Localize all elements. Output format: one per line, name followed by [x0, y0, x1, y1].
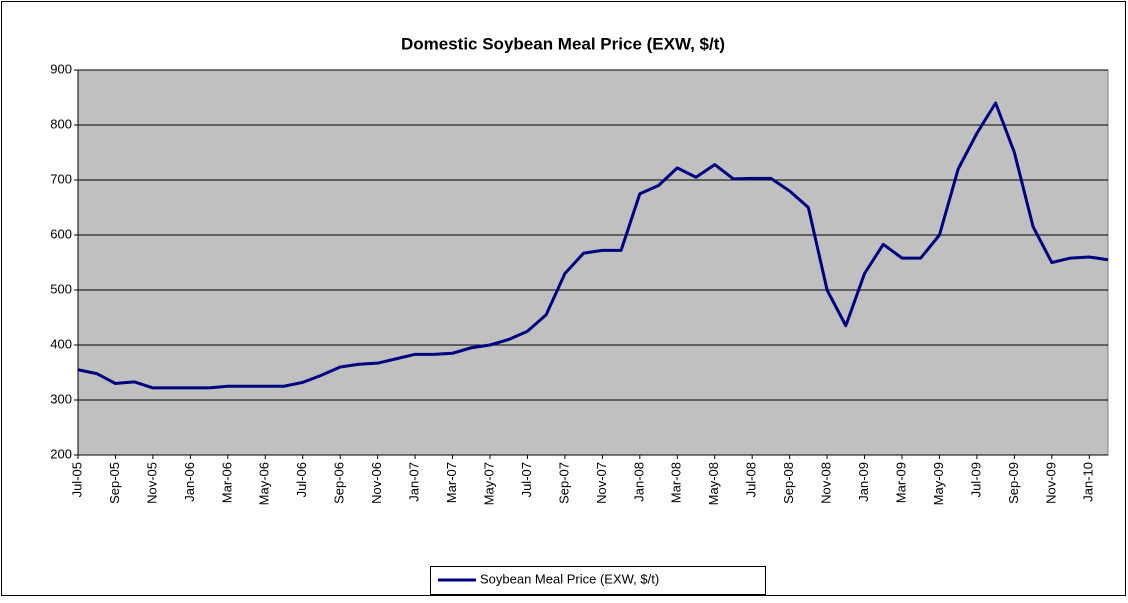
- x-tick-label: Jul-05: [69, 462, 84, 497]
- x-tick-label: Mar-09: [893, 462, 908, 503]
- chart-title: Domestic Soybean Meal Price (EXW, $/t): [401, 34, 725, 53]
- x-tick-label: Jan-09: [856, 462, 871, 502]
- x-tick-label: Jul-06: [294, 462, 309, 497]
- x-tick-label: Jan-10: [1081, 462, 1096, 502]
- x-tick-label: Jul-07: [519, 462, 534, 497]
- x-tick-label: Sep-06: [332, 462, 347, 504]
- x-tick-label: Nov-07: [594, 462, 609, 504]
- x-tick-label: May-06: [257, 462, 272, 505]
- legend-label: Soybean Meal Price (EXW, $/t): [480, 571, 659, 586]
- x-tick-label: Nov-05: [144, 462, 159, 504]
- y-tick-label: 700: [50, 171, 72, 186]
- x-tick-label: May-07: [481, 462, 496, 505]
- x-tick-label: Jan-07: [407, 462, 422, 502]
- x-tick-label: Jul-08: [744, 462, 759, 497]
- plot-area: [77, 69, 1109, 456]
- x-tick-label: Sep-08: [781, 462, 796, 504]
- y-tick-label: 800: [50, 116, 72, 131]
- y-tick-label: 400: [50, 336, 72, 351]
- x-tick-label: Sep-07: [556, 462, 571, 504]
- x-tick-label: Sep-05: [107, 462, 122, 504]
- x-tick-label: Mar-07: [444, 462, 459, 503]
- x-tick-label: Mar-08: [669, 462, 684, 503]
- x-tick-label: Sep-09: [1006, 462, 1021, 504]
- x-tick-label: May-08: [706, 462, 721, 505]
- x-tick-label: Jan-06: [182, 462, 197, 502]
- x-tick-label: Mar-06: [219, 462, 234, 503]
- x-tick-label: Nov-06: [369, 462, 384, 504]
- legend-box: [430, 566, 766, 595]
- x-tick-label: May-09: [931, 462, 946, 505]
- x-tick-label: Nov-08: [819, 462, 834, 504]
- x-tick-label: Jul-09: [968, 462, 983, 497]
- y-tick-label: 300: [50, 391, 72, 406]
- x-tick-label: Jan-08: [631, 462, 646, 502]
- y-tick-label: 500: [50, 281, 72, 296]
- line-series: [77, 101, 1109, 390]
- x-tick-label: Nov-09: [1043, 462, 1058, 504]
- y-tick-label: 600: [50, 226, 72, 241]
- y-tick-label: 900: [50, 61, 72, 76]
- y-tick-label: 200: [50, 446, 72, 461]
